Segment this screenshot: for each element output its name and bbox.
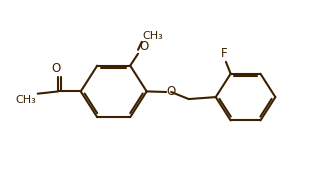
Text: CH₃: CH₃	[143, 31, 164, 41]
Text: F: F	[221, 47, 228, 60]
Text: CH₃: CH₃	[16, 95, 36, 105]
Text: O: O	[139, 40, 148, 53]
Text: O: O	[166, 86, 176, 98]
Text: O: O	[51, 62, 61, 75]
